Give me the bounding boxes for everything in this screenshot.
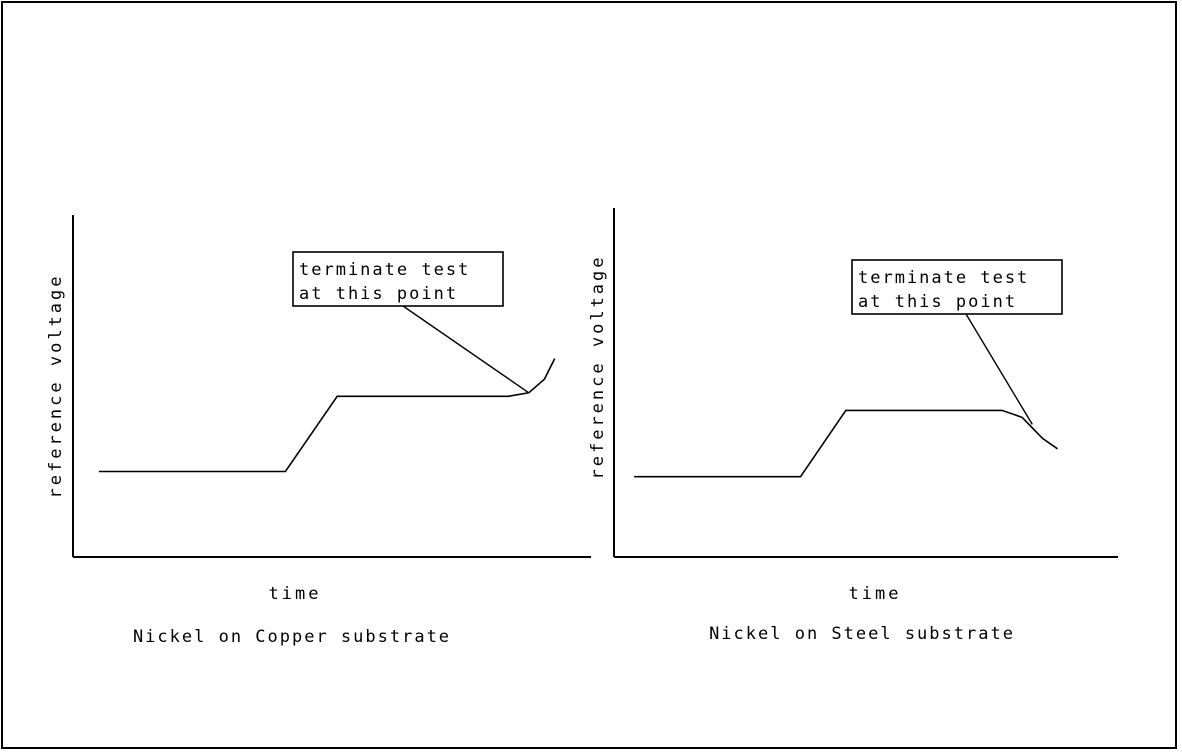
annotation-box (292, 251, 504, 307)
y-axis-label: reference voltage (46, 274, 66, 499)
x-axis-label: time (849, 584, 902, 604)
series-line (634, 409, 1058, 478)
annotation-leader (965, 313, 1033, 425)
chart-nickel-copper: terminate test at this point reference v… (46, 215, 591, 647)
annotation-line-2: at this point (858, 292, 1017, 312)
chart-nickel-steel: terminate test at this point reference v… (588, 208, 1118, 644)
series-line (98, 358, 556, 473)
annotation-line-2: at this point (299, 284, 458, 304)
annotation-line-1: terminate test (299, 260, 470, 280)
chart-caption: Nickel on Steel substrate (709, 624, 1015, 644)
y-axis-label: reference voltage (588, 255, 608, 480)
annotation-box (851, 259, 1063, 315)
annotation-leader (402, 305, 530, 394)
annotation-line-1: terminate test (858, 268, 1029, 288)
chart-caption: Nickel on Copper substrate (133, 627, 451, 647)
x-axis-label: time (269, 584, 322, 604)
